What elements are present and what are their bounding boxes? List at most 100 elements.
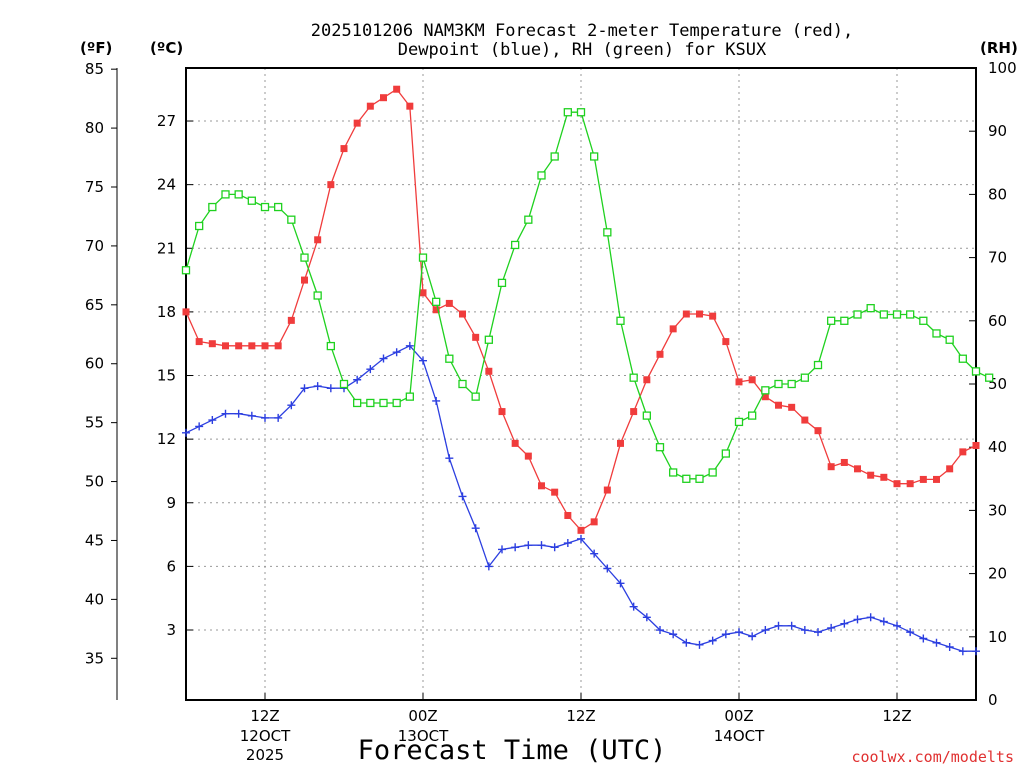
dewpoint-point	[550, 543, 559, 552]
rh-point	[484, 335, 493, 344]
2-meter-temperature-point	[182, 308, 190, 316]
rh-point	[774, 379, 783, 389]
rh-point	[287, 215, 296, 224]
celsius-tick-label: 24	[157, 176, 176, 194]
2-meter-temperature-point	[696, 310, 703, 318]
2-meter-temperature-point	[788, 403, 796, 411]
rh-point	[195, 221, 204, 231]
dewpoint-point	[471, 524, 480, 533]
2-meter-temperature-point	[630, 408, 638, 416]
2-meter-temperature-point	[248, 342, 256, 350]
2-meter-temperature-point	[617, 439, 624, 447]
2-meter-temperature-point	[590, 518, 598, 526]
fahrenheit-tick-label: 45	[85, 531, 104, 549]
dewpoint-point	[840, 619, 849, 628]
2-meter-temperature-point	[301, 276, 308, 284]
dewpoint-point	[195, 422, 204, 431]
data-series	[181, 85, 994, 656]
2-meter-temperature-point	[274, 342, 282, 350]
dewpoint-point	[419, 356, 427, 365]
rh-point	[761, 386, 770, 395]
dewpoint-point	[498, 545, 506, 554]
rh-point	[208, 202, 217, 212]
rh-point	[471, 392, 480, 401]
2-meter-temperature-point	[801, 416, 809, 424]
2-meter-temperature-point	[854, 465, 861, 473]
x-tick-label-date: 12OCT	[240, 727, 291, 745]
rh-line	[185, 111, 990, 480]
dewpoint-point	[827, 623, 836, 632]
rh-point	[590, 152, 599, 161]
2-meter-temperature-point	[485, 367, 493, 375]
rh-point	[734, 417, 744, 427]
dewpoint-point	[893, 621, 901, 630]
fahrenheit-tick-label: 55	[85, 414, 104, 432]
rh-point	[300, 253, 309, 262]
rh-point	[985, 373, 994, 382]
rh-point	[537, 171, 546, 180]
rh-point	[221, 190, 230, 199]
rh-point	[511, 240, 520, 250]
dewpoint-point	[313, 382, 322, 391]
rh-point	[524, 215, 533, 224]
dewpoint-point	[366, 365, 375, 374]
2-meter-temperature-point	[195, 338, 203, 346]
rh-point	[234, 190, 243, 199]
2-meter-temperature-point	[682, 310, 690, 318]
rh-tick-label: 40	[988, 438, 1007, 456]
celsius-tick-label: 9	[166, 494, 176, 512]
rh-point	[787, 379, 796, 389]
celsius-tick-label: 3	[166, 621, 176, 639]
dewpoint-point	[511, 543, 520, 552]
2-meter-temperature-point	[603, 486, 611, 494]
rh-point	[432, 297, 441, 306]
celsius-tick-label: 21	[157, 239, 176, 257]
2-meter-temperature-point	[959, 448, 967, 456]
2-meter-temperature-point	[459, 310, 466, 318]
2-meter-temperature-point	[314, 236, 322, 244]
dewpoint-point	[932, 638, 941, 647]
dewpoint-point	[590, 549, 599, 558]
rh-point	[247, 196, 256, 205]
rh-point	[879, 310, 888, 319]
rh-point	[682, 474, 691, 483]
dewpoint-point	[800, 626, 809, 635]
dewpoint-point	[247, 411, 256, 420]
2-meter-temperature-point	[722, 338, 730, 346]
dewpoint-point	[274, 413, 283, 422]
rh-point	[655, 443, 665, 452]
2-meter-temperature-point	[327, 181, 335, 189]
x-axis-title: Forecast Time (UTC)	[358, 735, 667, 766]
2-meter-temperature-point	[551, 488, 559, 496]
rh-point	[418, 253, 428, 262]
dewpoint-point	[721, 630, 730, 639]
dewpoint-point	[682, 638, 691, 647]
2-meter-temperature-point	[261, 342, 269, 350]
2-meter-temperature-point	[406, 102, 414, 110]
dewpoint-point	[945, 642, 954, 651]
2-meter-temperature-point	[222, 342, 229, 350]
dewpoint-point	[405, 341, 414, 350]
dewpoint-point	[906, 628, 915, 637]
2-meter-temperature-point	[775, 401, 782, 409]
rh-point	[550, 152, 559, 161]
2-meter-temperature-point	[380, 94, 387, 102]
rh-axis-label: (RH)	[980, 39, 1018, 57]
2-meter-temperature-point	[340, 145, 348, 153]
dewpoint-point	[735, 628, 743, 637]
2-meter-temperature-point	[840, 458, 848, 466]
fahrenheit-axis-label: (ºF)	[80, 39, 112, 57]
rh-point	[392, 398, 401, 408]
2-meter-temperature-point	[445, 299, 453, 307]
dewpoint-point	[484, 562, 493, 571]
dewpoint-point	[919, 634, 928, 643]
rh-point	[458, 379, 467, 389]
x-tick-label-time: 12Z	[882, 707, 911, 725]
rh-tick-label: 30	[988, 501, 1007, 519]
rh-point	[932, 329, 941, 338]
rh-tick-label: 90	[988, 122, 1007, 140]
dewpoint-point	[972, 647, 980, 656]
2-meter-temperature-point	[735, 378, 743, 386]
